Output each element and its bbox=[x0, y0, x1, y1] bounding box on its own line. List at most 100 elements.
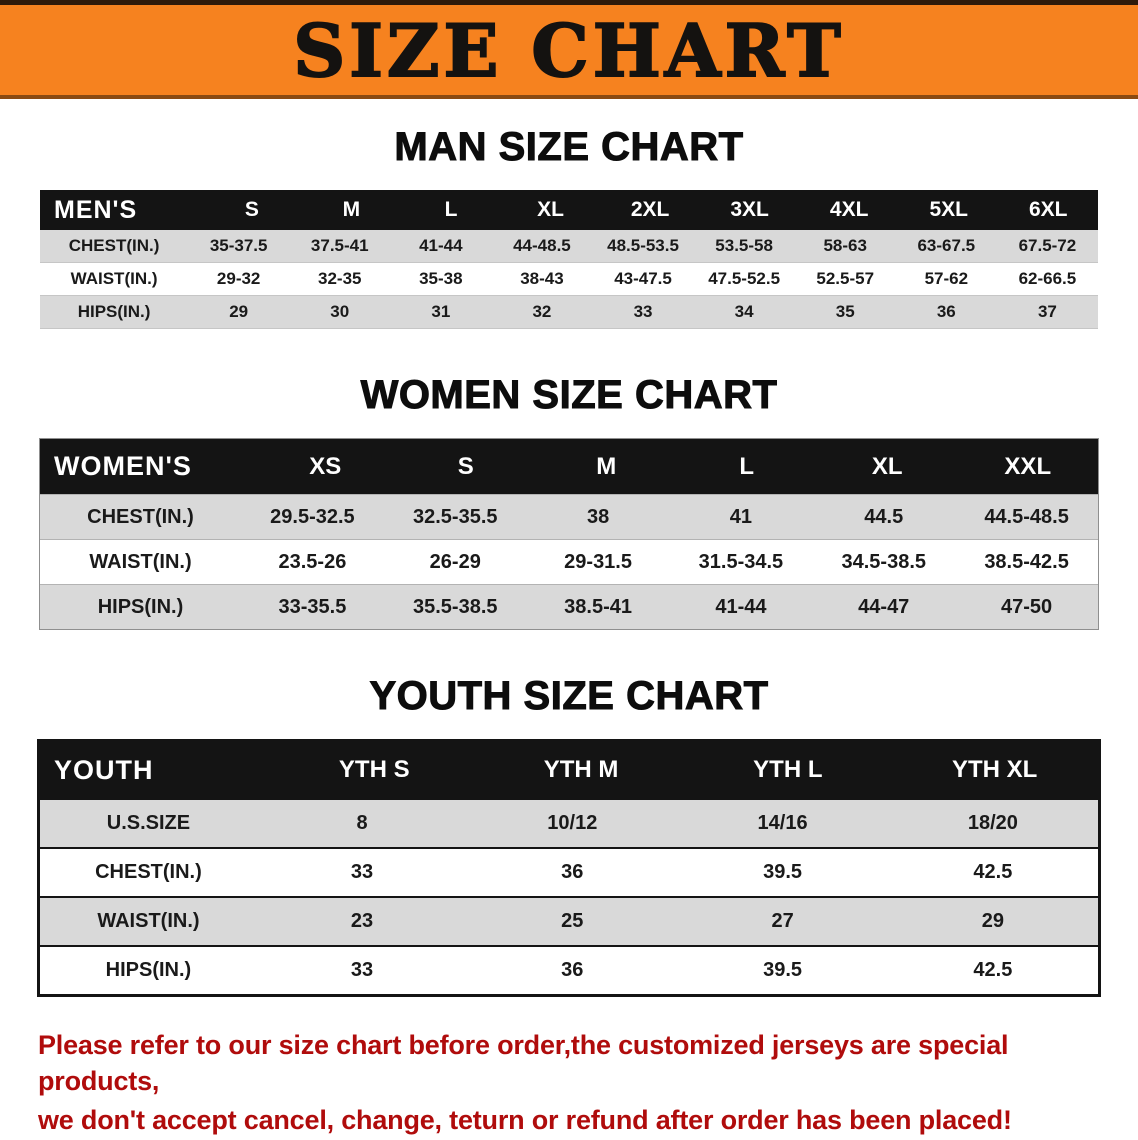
value-cell: 38-43 bbox=[520, 269, 564, 288]
value-cell: 32-35 bbox=[318, 269, 362, 288]
value-cell: 42.5 bbox=[973, 959, 1013, 981]
table-header-row: YOUTH YTH S YTH M YTH L YTH XL bbox=[40, 742, 1098, 798]
value-cell: 33-35.5 bbox=[278, 595, 347, 618]
value-cell: 18/20 bbox=[967, 812, 1018, 834]
row-label-cell: WAIST(IN.) bbox=[97, 910, 200, 932]
table-row: U.S.SIZE 8 10/12 14/16 18/20 bbox=[40, 798, 1098, 847]
women-size-heading: WOMEN SIZE CHART bbox=[360, 373, 778, 418]
value-cell: 29-32 bbox=[216, 269, 261, 288]
value-cell: 38.5-41 bbox=[564, 595, 632, 618]
value-cell: 27 bbox=[771, 910, 794, 932]
row-label-cell: CHEST(IN.) bbox=[95, 861, 202, 883]
value-cell: 63-67.5 bbox=[917, 236, 976, 255]
value-cell: 34 bbox=[734, 302, 754, 321]
man-size-section: MAN SIZE CHART MEN'S S M L XL 2XL 3XL 4XL 5XL 6XL… bbox=[0, 125, 1138, 329]
value-cell: 32.5-35.5 bbox=[413, 505, 498, 528]
table-row: CHEST(IN.) 33 36 39.5 42.5 bbox=[40, 847, 1098, 896]
value-cell: 31.5-34.5 bbox=[698, 550, 784, 573]
value-cell: 47-50 bbox=[1000, 595, 1053, 618]
value-cell: 29 bbox=[229, 302, 249, 321]
women-size-section: WOMEN SIZE CHART WOMEN'S XS S M L XL XXL CHEST(… bbox=[0, 373, 1138, 630]
value-cell: 39.5 bbox=[763, 861, 803, 883]
value-cell: 14/16 bbox=[757, 812, 808, 834]
man-size-heading: MAN SIZE CHART bbox=[394, 125, 744, 170]
value-cell: 35.5-38.5 bbox=[413, 595, 498, 618]
table-row: HIPS(IN.) 33-35.5 35.5-38.5 38.5-41 41-44 44-… bbox=[40, 584, 1098, 629]
size-header-cell: L bbox=[739, 452, 755, 480]
value-cell: 41-44 bbox=[715, 595, 767, 618]
table-title-cell: MEN'S bbox=[54, 195, 138, 224]
banner-title: SIZE CHART bbox=[292, 7, 845, 94]
mens-size-table: MEN'S S M L XL 2XL 3XL 4XL 5XL 6XL CHEST(IN.) 35-37… bbox=[40, 190, 1098, 329]
value-cell: 37 bbox=[1037, 302, 1057, 321]
value-cell: 42.5 bbox=[973, 861, 1013, 883]
value-cell: 38 bbox=[586, 505, 610, 528]
row-label-cell: HIPS(IN.) bbox=[97, 595, 184, 618]
value-cell: 67.5-72 bbox=[1018, 236, 1077, 255]
size-header-cell: M bbox=[342, 198, 361, 221]
value-cell: 33 bbox=[350, 959, 374, 981]
footer-notice: Please refer to our size chart before or… bbox=[38, 1027, 1100, 1138]
table-row: HIPS(IN.) 29 30 31 32 33 34 35 36 37 bbox=[40, 296, 1098, 329]
size-header-cell: 2XL bbox=[630, 198, 670, 221]
size-header-cell: XS bbox=[309, 452, 342, 480]
row-label-cell: WAIST(IN.) bbox=[70, 269, 158, 288]
value-cell: 57-62 bbox=[924, 269, 969, 288]
size-header-cell: YTH M bbox=[543, 756, 619, 783]
size-header-cell: YTH XL bbox=[951, 756, 1038, 783]
row-label-cell: U.S.SIZE bbox=[106, 812, 191, 834]
row-label-cell: HIPS(IN.) bbox=[77, 302, 151, 321]
size-header-cell: YTH S bbox=[338, 756, 410, 783]
value-cell: 36 bbox=[561, 861, 584, 883]
size-header-cell: XXL bbox=[1004, 452, 1052, 480]
value-cell: 38.5-42.5 bbox=[984, 550, 1069, 573]
value-cell: 25 bbox=[561, 910, 584, 932]
value-cell: 53.5-58 bbox=[715, 236, 773, 255]
table-row: HIPS(IN.) 33 36 39.5 42.5 bbox=[40, 945, 1098, 994]
size-header-cell: 4XL bbox=[829, 198, 869, 221]
value-cell: 35 bbox=[835, 302, 855, 321]
value-cell: 41-44 bbox=[419, 236, 463, 255]
size-header-cell: YTH L bbox=[753, 756, 823, 783]
banner: SIZE CHART bbox=[0, 0, 1138, 99]
value-cell: 29 bbox=[981, 910, 1004, 932]
value-cell: 43-47.5 bbox=[614, 269, 672, 288]
table-title-cell: YOUTH bbox=[54, 754, 154, 785]
value-cell: 30 bbox=[330, 302, 350, 321]
youth-size-table: YOUTH YTH S YTH M YTH L YTH XL U.S.SIZE 8 10/12… bbox=[37, 739, 1101, 997]
youth-size-section: YOUTH SIZE CHART YOUTH YTH S YTH M YTH L YTH… bbox=[0, 674, 1138, 997]
value-cell: 33 bbox=[633, 302, 653, 321]
value-cell: 29-31.5 bbox=[564, 550, 632, 573]
womens-size-table: WOMEN'S XS S M L XL XXL CHEST(IN.) 29.5-32.5 32.5… bbox=[39, 438, 1099, 630]
value-cell: 36 bbox=[936, 302, 956, 321]
value-cell: 23.5-26 bbox=[278, 550, 347, 573]
row-label-cell: CHEST(IN.) bbox=[87, 505, 194, 528]
table-row: CHEST(IN.) 29.5-32.5 32.5-35.5 38 41 44.5 44.5… bbox=[40, 494, 1098, 539]
value-cell: 58-63 bbox=[823, 236, 867, 255]
value-cell: 47.5-52.5 bbox=[708, 269, 781, 288]
table-row: CHEST(IN.) 35-37.5 37.5-41 41-44 44-48.5 48.5… bbox=[40, 230, 1098, 263]
table-row: WAIST(IN.) 29-32 32-35 35-38 38-43 43-47.5 47.… bbox=[40, 263, 1098, 296]
table-header-row: WOMEN'S XS S M L XL XXL bbox=[40, 439, 1098, 494]
value-cell: 29.5-32.5 bbox=[270, 505, 355, 528]
value-cell: 35-37.5 bbox=[209, 236, 268, 255]
value-cell: 31 bbox=[431, 302, 451, 321]
value-cell: 32 bbox=[532, 302, 552, 321]
size-header-cell: 5XL bbox=[929, 198, 968, 221]
value-cell: 35-38 bbox=[419, 269, 463, 288]
size-header-cell: S bbox=[244, 198, 259, 221]
size-header-cell: 6XL bbox=[1029, 198, 1068, 221]
value-cell: 26-29 bbox=[429, 550, 481, 573]
table-row: WAIST(IN.) 23.5-26 26-29 29-31.5 31.5-34.5 34… bbox=[40, 539, 1098, 584]
table-header-row: MEN'S S M L XL 2XL 3XL 4XL 5XL 6XL bbox=[40, 190, 1098, 230]
value-cell: 37.5-41 bbox=[310, 236, 369, 255]
size-header-cell: M bbox=[596, 452, 617, 480]
value-cell: 34.5-38.5 bbox=[841, 550, 926, 573]
value-cell: 33 bbox=[350, 861, 374, 883]
value-cell: 23 bbox=[350, 910, 374, 932]
value-cell: 8 bbox=[356, 812, 368, 834]
size-header-cell: XL bbox=[871, 452, 903, 480]
size-header-cell: XL bbox=[537, 198, 564, 221]
row-label-cell: WAIST(IN.) bbox=[89, 550, 192, 573]
